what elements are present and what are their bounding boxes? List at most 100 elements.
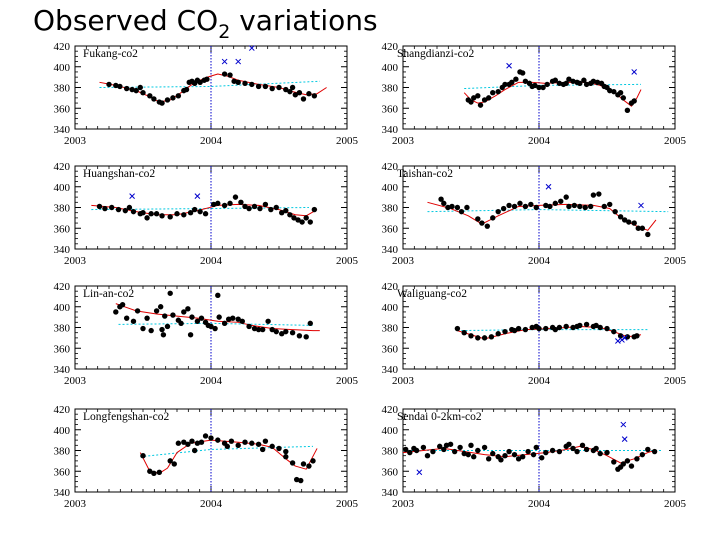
data-point xyxy=(407,449,413,456)
y-tick-label: 400 xyxy=(382,425,399,437)
data-point xyxy=(147,93,153,99)
data-point xyxy=(502,328,508,335)
x-tick-label: 2004 xyxy=(528,255,551,267)
data-point xyxy=(134,308,141,314)
data-point xyxy=(283,454,289,460)
data-point xyxy=(570,78,576,84)
data-point xyxy=(651,448,658,455)
x-tick-label: 2003 xyxy=(64,375,87,387)
data-point xyxy=(539,455,545,461)
chart-panel: 340 360 380 400 420 2003 2004 2005 Shangdianzi-c… xyxy=(382,41,687,147)
data-point xyxy=(162,313,168,319)
data-point xyxy=(187,209,194,216)
data-point xyxy=(566,203,572,210)
data-point xyxy=(194,440,201,446)
data-point xyxy=(228,438,235,444)
flagged-point xyxy=(506,62,512,69)
y-tick-label: 380 xyxy=(382,446,399,458)
flagged-point xyxy=(545,183,552,190)
data-point xyxy=(502,452,508,459)
data-point xyxy=(543,202,549,209)
data-point xyxy=(634,333,640,339)
data-point xyxy=(296,89,303,96)
x-tick-label: 2004 xyxy=(528,498,551,510)
data-point xyxy=(235,442,241,449)
data-point xyxy=(215,437,221,443)
data-point xyxy=(181,439,187,445)
data-point xyxy=(189,438,195,444)
flagged-mark-stroke xyxy=(615,338,621,344)
data-point xyxy=(151,96,157,102)
y-tick-label: 420 xyxy=(54,281,71,293)
data-point xyxy=(490,215,496,221)
x-tick-label: 2004 xyxy=(200,255,223,267)
flagged-mark-stroke xyxy=(506,62,512,69)
data-point xyxy=(249,440,255,446)
data-point xyxy=(506,448,512,455)
data-point xyxy=(289,460,296,466)
flagged-mark-stroke xyxy=(194,193,201,199)
y-tick-label: 380 xyxy=(54,83,71,95)
data-point xyxy=(583,321,590,328)
data-point xyxy=(295,217,301,223)
x-tick-label: 2004 xyxy=(200,498,223,510)
data-point xyxy=(232,194,239,200)
data-point xyxy=(140,89,146,96)
data-point xyxy=(102,205,108,212)
y-tick-label: 360 xyxy=(382,343,399,355)
x-tick-label: 2005 xyxy=(664,255,687,267)
data-point xyxy=(430,448,436,455)
data-point xyxy=(189,314,195,320)
y-tick-label: 400 xyxy=(54,302,71,314)
chart-panel: 340 360 380 400 420 2003 2004 2005 Longfengshan-… xyxy=(54,404,359,510)
flagged-point xyxy=(621,436,628,442)
data-point xyxy=(151,470,157,477)
data-point xyxy=(577,203,583,210)
data-point xyxy=(581,77,587,83)
data-point xyxy=(164,323,171,330)
data-point xyxy=(490,450,496,457)
data-point xyxy=(558,198,564,204)
data-point xyxy=(137,84,143,91)
data-point xyxy=(529,324,535,331)
y-tick-label: 360 xyxy=(54,223,71,235)
data-point xyxy=(556,448,563,455)
panel-title: Huangshan-co2 xyxy=(83,168,155,180)
data-point xyxy=(311,93,318,99)
flagged-mark-stroke xyxy=(621,335,628,341)
data-point xyxy=(269,85,275,92)
data-point xyxy=(198,439,205,445)
data-point xyxy=(167,290,173,296)
data-point xyxy=(170,312,176,318)
y-tick-label: 340 xyxy=(54,124,71,136)
data-point xyxy=(257,205,263,212)
y-tick-label: 340 xyxy=(54,364,71,376)
data-point xyxy=(488,334,495,340)
data-point xyxy=(310,458,316,464)
data-point xyxy=(445,204,451,211)
flagged-point xyxy=(615,338,621,344)
data-point xyxy=(519,454,526,460)
flagged-point xyxy=(621,335,628,341)
chart-panel: 340 360 380 400 420 2003 2004 2005 Lin-an-co2 xyxy=(54,281,359,387)
data-point xyxy=(164,97,171,103)
chart-panel: 340 360 380 400 420 2003 2004 2005 Sendai 0-2km-… xyxy=(382,404,687,510)
data-point xyxy=(631,220,637,226)
data-point xyxy=(468,442,474,449)
y-tick-label: 400 xyxy=(382,302,399,314)
panel-title: Longfengshan-co2 xyxy=(83,411,169,423)
data-point xyxy=(475,447,481,454)
data-point xyxy=(185,441,191,447)
data-point xyxy=(255,83,262,90)
y-tick-label: 420 xyxy=(382,404,399,416)
data-point xyxy=(533,444,539,451)
data-point xyxy=(477,102,484,108)
data-point xyxy=(454,204,461,211)
data-point xyxy=(215,200,221,207)
data-point xyxy=(273,204,279,211)
data-point xyxy=(498,457,504,463)
y-tick-label: 340 xyxy=(382,487,399,499)
data-point xyxy=(570,445,576,452)
data-point xyxy=(566,76,572,82)
data-point xyxy=(495,208,501,215)
